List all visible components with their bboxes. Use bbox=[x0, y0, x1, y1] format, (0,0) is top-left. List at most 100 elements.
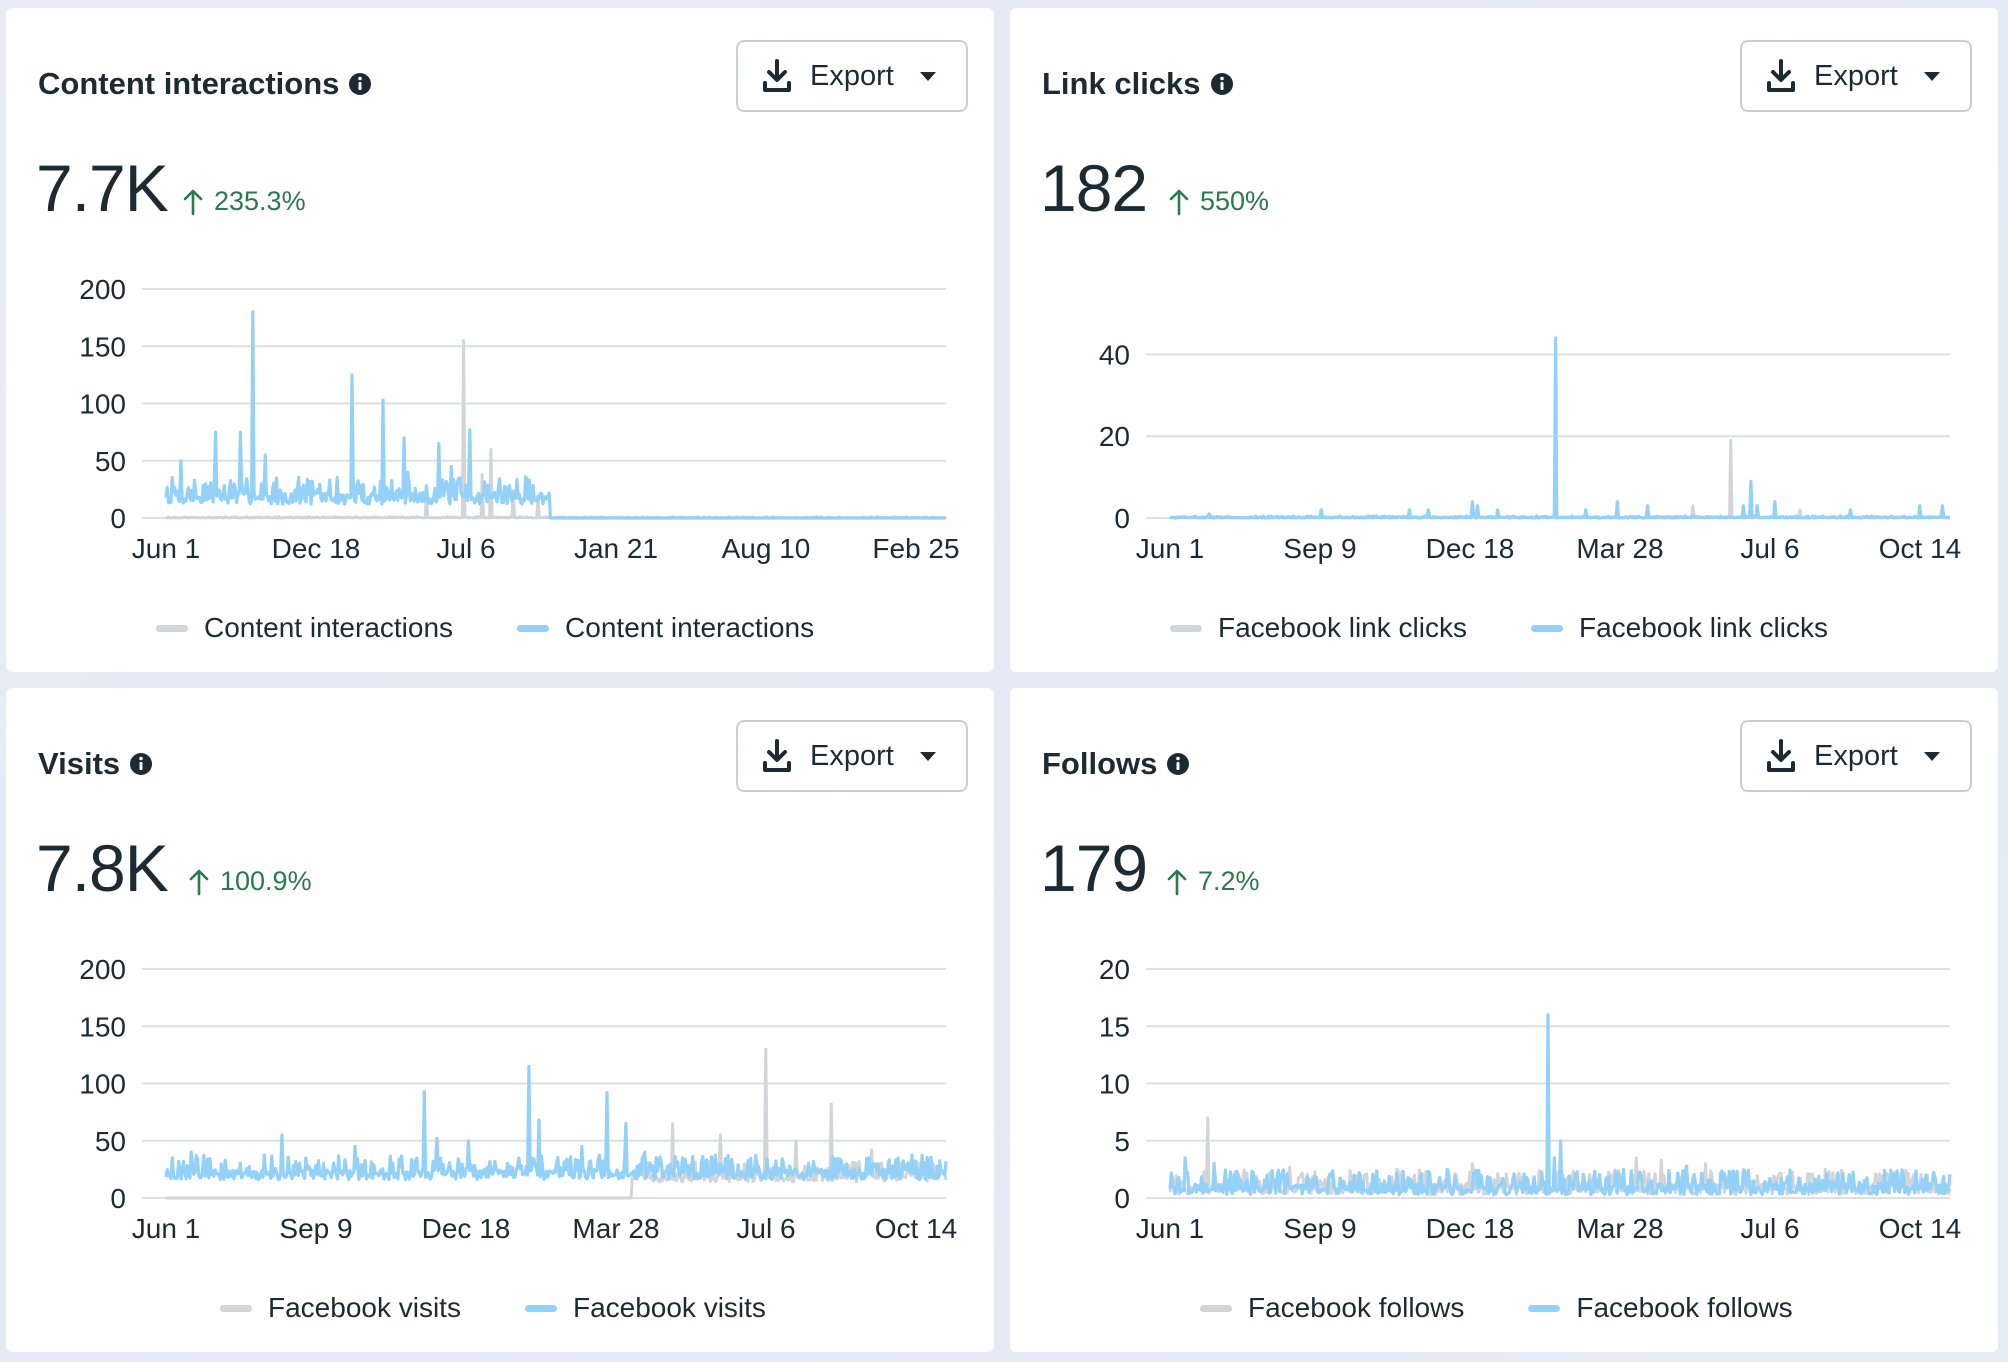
legend-item-current[interactable]: Facebook visits bbox=[524, 1292, 766, 1324]
card-title: Follows bbox=[1042, 746, 1190, 782]
metric-value: 7.8K bbox=[36, 831, 169, 905]
x-tick-label: Jul 6 bbox=[1740, 533, 1799, 564]
chart: 0 50 100 150 200 Jun 1 Sep 9 Dec 18 Mar 28 Jul 6 O… bbox=[79, 954, 957, 1244]
y-tick-label: 100 bbox=[79, 389, 126, 420]
export-label: Export bbox=[1814, 739, 1898, 772]
chart: 0 5 10 15 20 Jun 1 Sep 9 Dec 18 Mar 28 Jul 6 Oct 1… bbox=[1099, 954, 1961, 1244]
x-tick-label: Mar 28 bbox=[1576, 1213, 1663, 1244]
x-tick-label: Sep 9 bbox=[1283, 533, 1356, 564]
export-label: Export bbox=[1814, 59, 1898, 92]
arrow-up-icon bbox=[1167, 869, 1187, 895]
x-tick-label: Jun 1 bbox=[1136, 533, 1205, 564]
series-line-current bbox=[1168, 1013, 1952, 1197]
legend-item-previous[interactable]: Facebook link clicks bbox=[1170, 612, 1467, 644]
legend-item-previous[interactable]: Facebook follows bbox=[1200, 1292, 1464, 1324]
x-tick-label: Feb 25 bbox=[872, 533, 959, 564]
delta-text: 235.3% bbox=[214, 186, 306, 216]
export-button[interactable]: Export bbox=[736, 40, 968, 112]
legend-label-current: Content interactions bbox=[565, 612, 815, 643]
y-tick-label: 40 bbox=[1099, 339, 1130, 370]
x-tick-label: Jul 6 bbox=[736, 1213, 795, 1244]
caret-down-icon bbox=[1923, 752, 1940, 761]
legend-swatch-current bbox=[524, 1304, 557, 1312]
info-icon[interactable] bbox=[348, 72, 372, 96]
card-title-text: Content interactions bbox=[38, 66, 340, 101]
series-line-current bbox=[1169, 336, 1951, 520]
info-icon[interactable] bbox=[129, 752, 153, 776]
y-tick-label: 20 bbox=[1099, 954, 1130, 985]
series-line-previous bbox=[165, 1047, 948, 1200]
x-tick-label: Sep 9 bbox=[279, 1213, 352, 1244]
y-tick-label: 150 bbox=[79, 1011, 126, 1042]
export-button[interactable]: Export bbox=[1740, 40, 1972, 112]
legend-item-current[interactable]: Facebook follows bbox=[1528, 1292, 1793, 1324]
x-tick-label: Dec 18 bbox=[1426, 533, 1515, 564]
follows-card: Follows Export 179 7.2% 0 5 10 15 20 Jun 1 Sep… bbox=[1010, 688, 1998, 1352]
card-title-text: Follows bbox=[1042, 746, 1158, 781]
info-icon[interactable] bbox=[1210, 72, 1234, 96]
legend-swatch-previous bbox=[156, 624, 188, 632]
chart: 0 50 100 150 200 Jun 1 Dec 18 Jul 6 Jan 21 Aug 10… bbox=[79, 274, 959, 564]
card-title: Link clicks bbox=[1042, 66, 1234, 102]
x-tick-label: Oct 14 bbox=[875, 1213, 957, 1244]
metric-value: 7.7K bbox=[36, 151, 169, 225]
legend-item-current[interactable]: Facebook link clicks bbox=[1530, 612, 1828, 644]
metric-delta: 7.2% bbox=[1166, 866, 1260, 897]
link-clicks-card: Link clicks Export 182 550% 0 20 40 Jun 1 Se… bbox=[1010, 8, 1998, 672]
export-button[interactable]: Export bbox=[1740, 720, 1972, 792]
y-tick-label: 50 bbox=[95, 1126, 126, 1157]
legend: Facebook visits Facebook visits bbox=[220, 1292, 766, 1324]
legend-swatch-current bbox=[1530, 624, 1563, 632]
legend: Facebook link clicks Facebook link click… bbox=[1170, 612, 1828, 644]
y-tick-label: 150 bbox=[79, 331, 126, 362]
arrow-up-icon bbox=[189, 869, 209, 895]
metric-delta: 235.3% bbox=[182, 186, 306, 217]
x-tick-label: Jun 1 bbox=[1136, 1213, 1205, 1244]
x-tick-label: Dec 18 bbox=[1426, 1213, 1515, 1244]
y-tick-label: 0 bbox=[110, 1183, 126, 1214]
download-icon bbox=[1767, 59, 1795, 92]
legend-swatch-previous bbox=[1170, 624, 1202, 632]
visits-card: Visits Export 7.8K 100.9% 0 50 100 150 200 Ju… bbox=[6, 688, 994, 1352]
delta-text: 7.2% bbox=[1198, 866, 1260, 896]
x-tick-label: Jun 1 bbox=[132, 1213, 201, 1244]
download-icon bbox=[763, 59, 791, 92]
download-icon bbox=[763, 739, 791, 772]
arrow-up-icon bbox=[183, 189, 203, 215]
legend-item-current[interactable]: Content interactions bbox=[517, 612, 814, 644]
x-tick-label: Aug 10 bbox=[722, 533, 811, 564]
caret-down-icon bbox=[919, 752, 936, 761]
legend: Content interactions Content interaction… bbox=[156, 612, 814, 644]
x-tick-label: Jun 1 bbox=[132, 533, 201, 564]
legend-swatch-previous bbox=[220, 1304, 252, 1312]
legend-label-current: Facebook follows bbox=[1576, 1292, 1793, 1323]
card-title: Content interactions bbox=[38, 66, 372, 102]
metric-delta: 100.9% bbox=[188, 866, 312, 897]
delta-text: 100.9% bbox=[220, 866, 312, 896]
series-line-previous bbox=[165, 339, 947, 520]
content-interactions-card: Content interactions Export 7.7K 235.3% … bbox=[6, 8, 994, 672]
legend-label-previous: Facebook follows bbox=[1248, 1292, 1465, 1323]
y-tick-label: 15 bbox=[1099, 1011, 1130, 1042]
y-tick-label: 0 bbox=[110, 503, 126, 534]
export-label: Export bbox=[810, 59, 894, 92]
y-tick-label: 0 bbox=[1114, 503, 1130, 534]
export-label: Export bbox=[810, 739, 894, 772]
legend-swatch-current bbox=[517, 624, 550, 632]
legend-item-previous[interactable]: Facebook visits bbox=[220, 1292, 461, 1324]
metric-value: 182 bbox=[1040, 151, 1148, 225]
card-title: Visits bbox=[38, 746, 153, 782]
x-tick-label: Mar 28 bbox=[572, 1213, 659, 1244]
x-tick-label: Oct 14 bbox=[1879, 533, 1961, 564]
y-tick-label: 10 bbox=[1099, 1069, 1130, 1100]
download-icon bbox=[1767, 739, 1795, 772]
info-icon[interactable] bbox=[1166, 752, 1190, 776]
y-tick-label: 20 bbox=[1099, 421, 1130, 452]
legend: Facebook follows Facebook follows bbox=[1200, 1292, 1793, 1324]
series-line-current bbox=[164, 1064, 948, 1182]
export-button[interactable]: Export bbox=[736, 720, 968, 792]
legend-item-previous[interactable]: Content interactions bbox=[156, 612, 453, 644]
series-line-current bbox=[164, 310, 947, 520]
legend-label-previous: Facebook link clicks bbox=[1218, 612, 1467, 643]
legend-label-current: Facebook visits bbox=[572, 1292, 766, 1323]
